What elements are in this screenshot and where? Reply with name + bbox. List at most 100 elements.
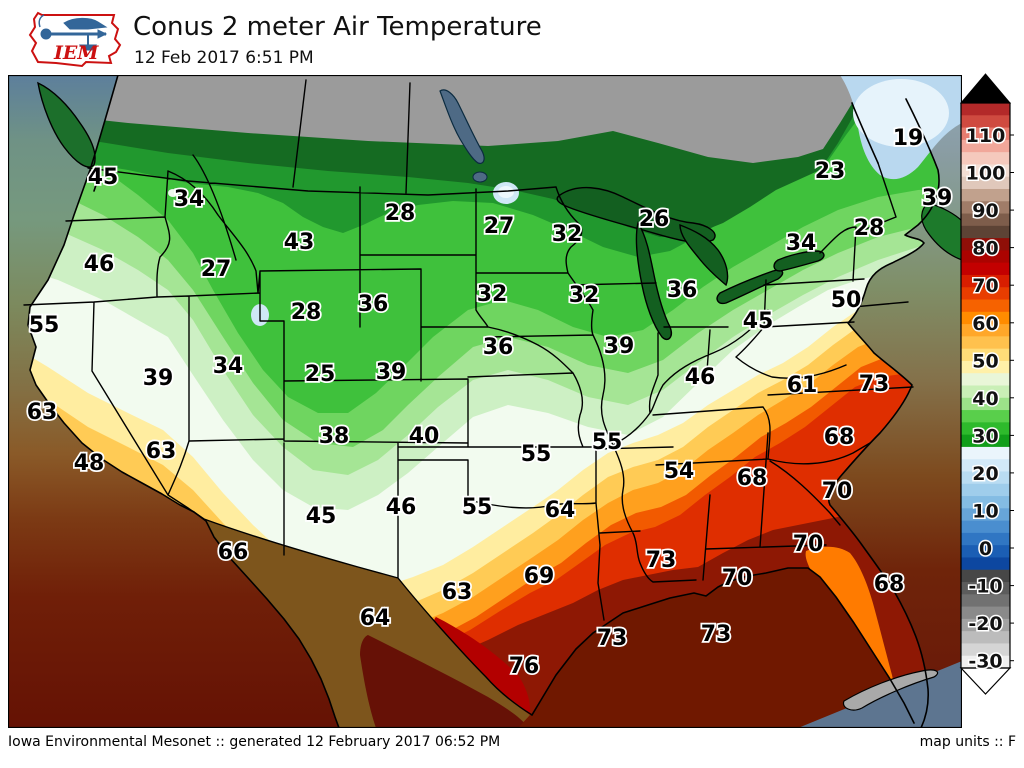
conus-temperature-map: 45 34 46 27 43 28 55 36 34 39 25 39 63 63 48 38 40 66 45 46… — [7, 74, 963, 729]
colorbar-band — [961, 287, 1010, 301]
temp-label: 68 — [874, 572, 905, 597]
vancouver-island — [37, 81, 96, 168]
colorbar-band — [961, 139, 1010, 153]
page-title: Conus 2 meter Air Temperature — [133, 12, 542, 42]
temp-label: 36 — [483, 335, 514, 360]
lake-michigan — [635, 221, 672, 341]
colorbar-ticks — [1010, 134, 1014, 662]
temp-label: 36 — [667, 278, 698, 303]
colorbar-band — [961, 385, 1010, 399]
atlantic-ocean — [828, 97, 962, 728]
colorbar-band — [961, 311, 1010, 325]
colorbar-label: 110 — [966, 125, 1006, 147]
temp-label: 55 — [29, 313, 60, 338]
temp-label: 45 — [88, 165, 119, 190]
colorbar-label: 40 — [972, 388, 998, 410]
colorbar: 110 100 90 80 70 60 50 40 30 20 10 0 -10 -20 -30 — [959, 70, 1019, 706]
temp-label: 40 — [409, 424, 440, 449]
temp-label: 73 — [646, 548, 677, 573]
colorbar-band — [961, 434, 1010, 448]
temp-label: 34 — [174, 187, 205, 212]
colorbar-band — [961, 250, 1010, 264]
colorbar-band — [961, 115, 1010, 129]
temp-label: 25 — [305, 362, 336, 387]
temp-label: 48 — [74, 451, 105, 476]
nova-scotia — [921, 202, 963, 261]
colorbar-label: 70 — [972, 275, 998, 297]
colorbar-band — [961, 422, 1010, 436]
temp-label: 46 — [84, 252, 115, 277]
colorbar-band — [961, 532, 1010, 546]
colorbar-band — [961, 152, 1010, 166]
temp-label: 34 — [786, 231, 817, 256]
temp-label: 70 — [722, 566, 753, 591]
colorbar-band — [961, 127, 1010, 141]
colorbar-label: 10 — [972, 501, 998, 523]
colorbar-band — [961, 471, 1010, 485]
iowa-outline-icon — [28, 11, 122, 68]
temp-label: 43 — [284, 230, 315, 255]
temp-label: 39 — [922, 186, 953, 211]
colorbar-band — [961, 397, 1010, 411]
colorbar-band — [961, 201, 1010, 215]
colorbar-band — [961, 103, 1010, 116]
colorbar-band — [961, 274, 1010, 288]
temp-label: 34 — [213, 354, 244, 379]
weather-vane-icon — [38, 14, 108, 51]
temp-label: 54 — [664, 459, 695, 484]
temp-label: 46 — [386, 495, 417, 520]
temp-label: 69 — [524, 564, 555, 589]
colorbar-band — [961, 483, 1010, 497]
colorbar-band — [961, 618, 1010, 632]
temp-label: 64 — [545, 498, 576, 523]
colorbar-band — [961, 164, 1010, 178]
colorbar-band — [961, 176, 1010, 190]
pacific-ocean — [8, 75, 339, 728]
temp-label: 63 — [146, 439, 177, 464]
temp-label: 70 — [822, 479, 853, 504]
temp-label: 76 — [509, 654, 540, 679]
colorbar-outline — [960, 102, 1011, 669]
map-area: 45 34 46 27 43 28 55 36 34 39 25 39 63 63 48 38 40 66 45 46… — [7, 74, 963, 729]
montana-cold-spot — [168, 189, 178, 197]
temp-label: 32 — [552, 222, 583, 247]
temp-label: 66 — [218, 540, 249, 565]
colorbar-band — [961, 655, 1010, 669]
lake-erie — [716, 269, 784, 305]
temp-label: 73 — [701, 622, 732, 647]
minnesota-cold-core — [498, 186, 514, 198]
temp-label: 55 — [521, 442, 552, 467]
lake-superior — [556, 186, 716, 244]
temp-label: 73 — [859, 372, 890, 397]
colorbar-bands — [961, 103, 1010, 669]
colorbar-label: 100 — [966, 163, 1006, 185]
colorbar-band — [961, 360, 1010, 374]
temp-label: 32 — [569, 283, 600, 308]
colorbar-band — [961, 508, 1010, 522]
temp-label: 39 — [604, 334, 635, 359]
temp-label: 64 — [360, 606, 391, 631]
colorbar-band — [961, 336, 1010, 350]
temp-label: 55 — [592, 430, 623, 455]
colorbar-band — [961, 324, 1010, 337]
lake-huron — [679, 223, 729, 287]
temp-label: 61 — [787, 373, 818, 398]
colorbar-band — [961, 188, 1010, 202]
temp-label: 63 — [27, 400, 58, 425]
colorbar-label: 30 — [972, 425, 998, 447]
lake-of-the-woods — [472, 171, 488, 183]
temperature-labels: 45 34 46 27 43 28 55 36 34 39 25 39 63 63 48 38 40 66 45 46… — [25, 124, 954, 681]
colorbar-band — [961, 225, 1010, 239]
logo-text: IEM — [53, 42, 99, 64]
great-lakes — [556, 186, 825, 341]
state-borders — [23, 79, 914, 716]
colorbar-label: 80 — [972, 238, 998, 260]
temp-label: 70 — [793, 532, 824, 557]
colorbar-band — [961, 348, 1010, 362]
colorbar-band — [961, 496, 1010, 509]
temp-label: 68 — [737, 466, 768, 491]
colorbar-top-arrow — [959, 73, 1012, 104]
colorbar-band — [961, 520, 1010, 534]
temp-label: 28 — [291, 300, 322, 325]
